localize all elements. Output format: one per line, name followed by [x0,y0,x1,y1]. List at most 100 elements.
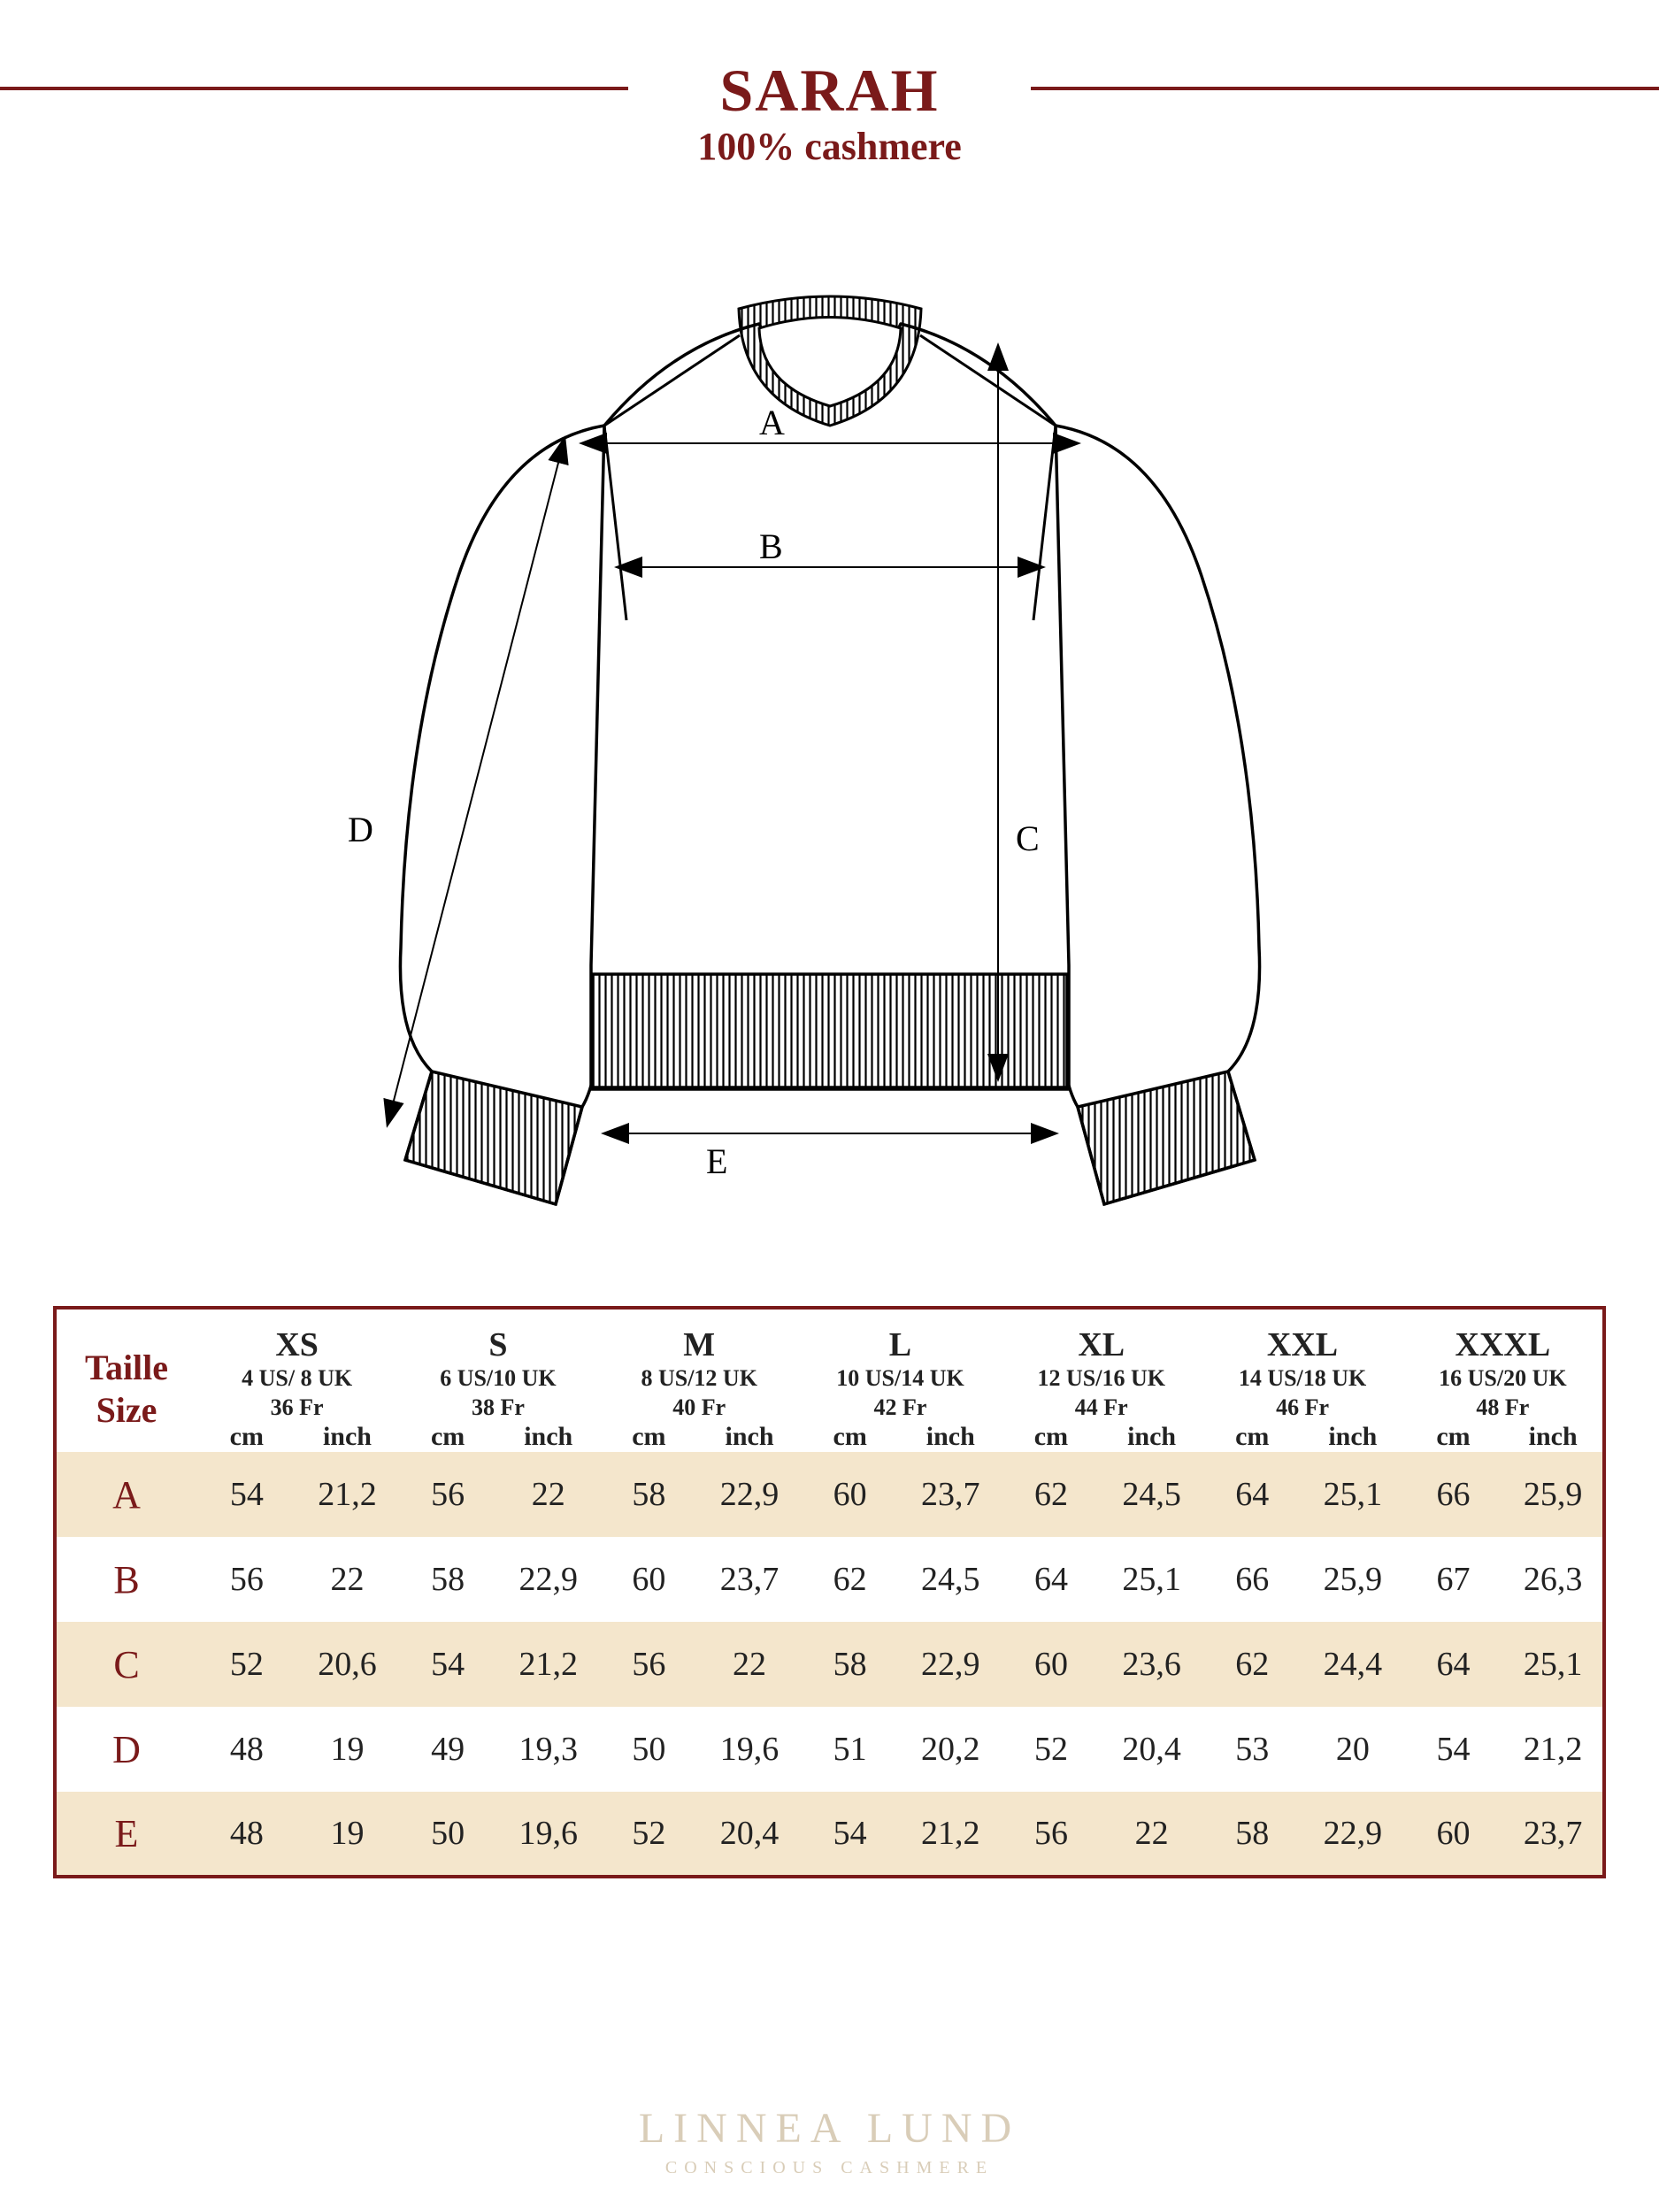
measurement-value: 22,9 [900,1622,1001,1707]
measurement-value: 54 [800,1792,901,1877]
measurement-value: 25,1 [1302,1452,1403,1537]
unit-header: cm [599,1422,700,1452]
size-header: XL12 US/16 UK44 Fr [1001,1308,1202,1422]
measurement-value: 53 [1202,1707,1302,1792]
dim-label-c: C [1016,818,1040,858]
measurement-value: 20,2 [900,1707,1001,1792]
measurement-value: 52 [599,1792,700,1877]
measurement-value: 67 [1403,1537,1504,1622]
measurement-value: 60 [800,1452,901,1537]
measurement-value: 56 [196,1537,297,1622]
measurement-value: 58 [1202,1792,1302,1877]
measurement-value: 20 [1302,1707,1403,1792]
unit-header: cm [1001,1422,1102,1452]
measurement-value: 54 [397,1622,498,1707]
size-label-header: TailleSize [55,1308,196,1452]
measurement-value: 19 [297,1792,398,1877]
measurement-value: 21,2 [498,1622,599,1707]
measurement-value: 22 [297,1537,398,1622]
header-rule-right [1031,87,1659,90]
size-header: M8 US/12 UK40 Fr [599,1308,800,1422]
measurement-value: 21,2 [900,1792,1001,1877]
measurement-value: 25,1 [1102,1537,1202,1622]
measurement-value: 58 [599,1452,700,1537]
measurement-value: 50 [599,1707,700,1792]
measurement-value: 48 [196,1707,297,1792]
dim-label-b: B [759,526,783,566]
dim-label-e: E [706,1141,727,1181]
measurement-value: 20,4 [699,1792,800,1877]
unit-header: inch [1302,1422,1403,1452]
table-row: E48195019,65220,45421,256225822,96023,7 [55,1792,1604,1877]
unit-header: cm [196,1422,297,1452]
size-table: TailleSizeXS4 US/ 8 UK36 FrS6 US/10 UK38… [53,1306,1606,1878]
measurement-value: 51 [800,1707,901,1792]
measurement-value: 19,3 [498,1707,599,1792]
measurement-value: 62 [800,1537,901,1622]
unit-header: inch [900,1422,1001,1452]
size-header: S6 US/10 UK38 Fr [397,1308,598,1422]
size-table-body: A5421,256225822,96023,76224,56425,16625,… [55,1452,1604,1877]
unit-header: inch [498,1422,599,1452]
size-header: XXL14 US/18 UK46 Fr [1202,1308,1402,1422]
measurement-value: 62 [1202,1622,1302,1707]
product-subtitle: 100% cashmere [0,124,1659,169]
measurement-value: 52 [196,1622,297,1707]
table-row: C5220,65421,256225822,96023,66224,46425,… [55,1622,1604,1707]
dim-label-d: D [348,810,373,849]
header-rule-left [0,87,628,90]
measurement-value: 24,5 [900,1537,1001,1622]
measurement-value: 22,9 [1302,1792,1403,1877]
measurement-value: 24,4 [1302,1622,1403,1707]
measurement-value: 56 [599,1622,700,1707]
measurement-value: 54 [1403,1707,1504,1792]
size-header: XS4 US/ 8 UK36 Fr [196,1308,397,1422]
measurement-value: 58 [800,1622,901,1707]
measurement-value: 25,1 [1503,1622,1604,1707]
size-header: L10 US/14 UK42 Fr [800,1308,1001,1422]
measurement-value: 23,6 [1102,1622,1202,1707]
measurement-row-label: E [55,1792,196,1877]
sweater-svg: A B C D E [299,240,1361,1257]
brand-watermark: LINNEA LUND CONSCIOUS CASHMERE [0,2104,1659,2178]
measurement-value: 22 [498,1452,599,1537]
unit-header: cm [800,1422,901,1452]
measurement-value: 22,9 [498,1537,599,1622]
measurement-value: 49 [397,1707,498,1792]
unit-header: cm [1202,1422,1302,1452]
measurement-value: 66 [1403,1452,1504,1537]
measurement-row-label: A [55,1452,196,1537]
unit-header: cm [1403,1422,1504,1452]
dim-label-a: A [759,403,785,442]
measurement-value: 62 [1001,1452,1102,1537]
measurement-diagram: A B C D E [0,240,1659,1262]
measurement-row-label: C [55,1622,196,1707]
measurement-value: 23,7 [1503,1792,1604,1877]
measurement-value: 20,4 [1102,1707,1202,1792]
table-row: D48194919,35019,65120,25220,453205421,2 [55,1707,1604,1792]
measurement-value: 20,6 [297,1622,398,1707]
measurement-value: 25,9 [1503,1452,1604,1537]
size-header: XXXL16 US/20 UK48 Fr [1403,1308,1604,1422]
page-header: SARAH 100% cashmere [0,0,1659,169]
measurement-value: 24,5 [1102,1452,1202,1537]
measurement-value: 22 [699,1622,800,1707]
measurement-value: 19 [297,1707,398,1792]
measurement-value: 60 [599,1537,700,1622]
measurement-value: 50 [397,1792,498,1877]
measurement-value: 21,2 [1503,1707,1604,1792]
footer-brand: LINNEA LUND [0,2104,1659,2153]
measurement-value: 66 [1202,1537,1302,1622]
measurement-value: 25,9 [1302,1537,1403,1622]
measurement-value: 23,7 [900,1452,1001,1537]
measurement-value: 60 [1001,1622,1102,1707]
measurement-value: 56 [1001,1792,1102,1877]
footer-tagline: CONSCIOUS CASHMERE [0,2158,1659,2178]
measurement-row-label: D [55,1707,196,1792]
measurement-value: 23,7 [699,1537,800,1622]
table-row: B56225822,96023,76224,56425,16625,96726,… [55,1537,1604,1622]
measurement-value: 19,6 [699,1707,800,1792]
unit-header: inch [1102,1422,1202,1452]
unit-header: inch [1503,1422,1604,1452]
size-table-head: TailleSizeXS4 US/ 8 UK36 FrS6 US/10 UK38… [55,1308,1604,1452]
